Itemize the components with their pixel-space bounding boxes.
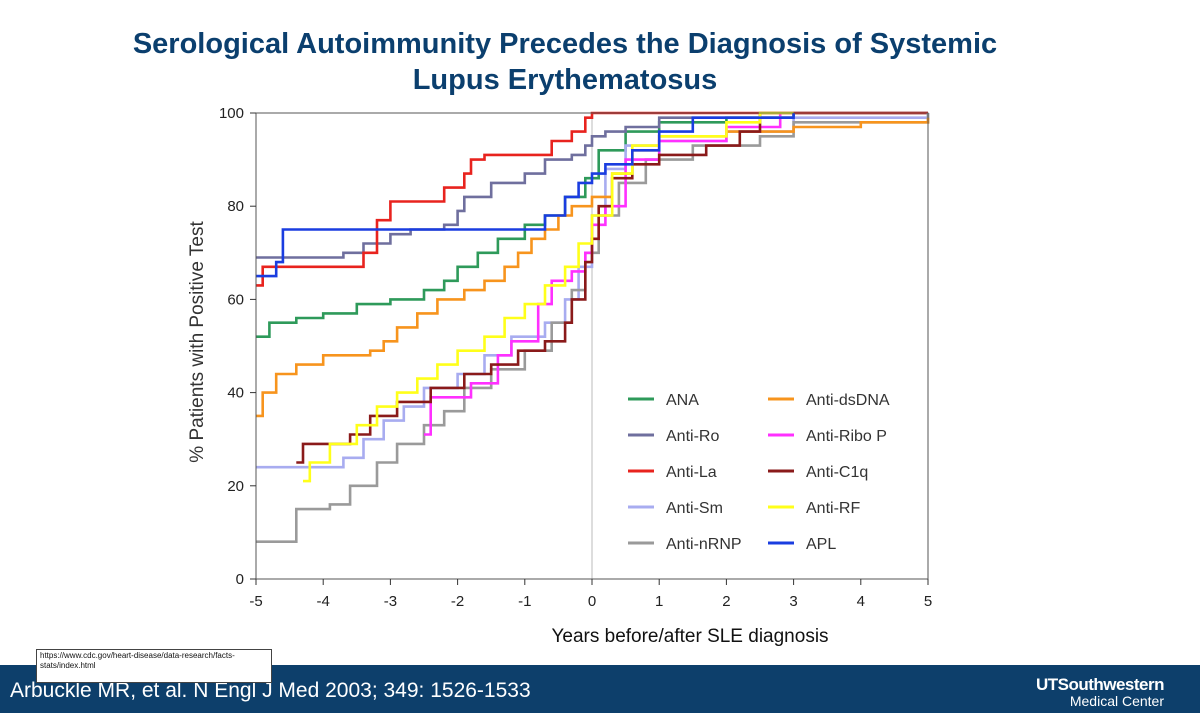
legend-label-anti-la: Anti-La xyxy=(666,464,717,481)
x-tick-label: -3 xyxy=(384,593,397,610)
legend-label-anti-nrnp: Anti-nRNP xyxy=(666,536,742,553)
citation: Arbuckle MR, et al. N Engl J Med 2003; 3… xyxy=(10,679,531,702)
chart-legend: ANA Anti-Ro Anti-La Anti-Sm Anti-nRNP Anti-ds… xyxy=(628,392,890,553)
x-tick-label: 4 xyxy=(857,593,865,610)
series-line-ana xyxy=(256,111,928,338)
x-tick-label: 0 xyxy=(588,593,596,610)
series-line-anti-ribo-p xyxy=(424,111,794,436)
legend-label-anti-ribo-p: Anti-Ribo P xyxy=(806,428,887,445)
x-tick-label: -4 xyxy=(317,593,330,610)
x-tick-label: -1 xyxy=(518,593,531,610)
slide-title-line-2: Lupus Erythematosus xyxy=(412,64,718,96)
source-url-note[interactable]: https://www.cdc.gov/heart-disease/data-r… xyxy=(36,649,272,683)
x-tick-label: 5 xyxy=(924,593,932,610)
legend-label-ana: ANA xyxy=(666,392,699,409)
legend-label-anti-sm: Anti-Sm xyxy=(666,500,723,517)
legend-label-anti-rf: Anti-RF xyxy=(806,500,860,517)
series-line-anti-c1q xyxy=(296,111,794,464)
x-tick-label: -5 xyxy=(249,593,262,610)
legend-label-anti-ro: Anti-Ro xyxy=(666,428,719,445)
series-line-anti-la xyxy=(256,111,928,287)
series-line-apl xyxy=(256,113,795,278)
y-tick-label: 20 xyxy=(227,478,244,495)
slide-title-line-1: Serological Autoimmunity Precedes the Di… xyxy=(132,28,998,60)
x-tick-label: 1 xyxy=(655,593,663,610)
y-tick-label: 40 xyxy=(227,385,244,402)
chart-axes: -5 -4 -3 -2 -1 0 1 2 3 4 5 0 20 40 60 80 100 xyxy=(219,105,932,610)
x-tick-label: 2 xyxy=(722,593,730,610)
y-tick-label: 60 xyxy=(227,291,244,308)
legend-label-anti-c1q: Anti-C1q xyxy=(806,464,868,481)
ut-southwestern-logo: UTSouthwestern xyxy=(1035,675,1165,694)
y-axis-label: % Patients with Positive Test xyxy=(187,221,208,463)
medical-center-label: Medical Center xyxy=(1069,693,1164,709)
series-line-anti-ro xyxy=(256,111,928,259)
x-tick-label: 3 xyxy=(789,593,797,610)
chart-series-layer xyxy=(256,111,930,543)
x-tick-label: -2 xyxy=(451,593,464,610)
series-line-anti-rf xyxy=(303,111,794,483)
slide-title: Serological Autoimmunity Precedes the Di… xyxy=(0,26,1130,98)
y-tick-label: 0 xyxy=(236,571,244,588)
legend-label-anti-dsdna: Anti-dsDNA xyxy=(806,392,890,409)
y-tick-label: 80 xyxy=(227,198,244,215)
x-axis-label: Years before/after SLE diagnosis xyxy=(551,626,829,647)
legend-label-apl: APL xyxy=(806,536,836,553)
y-tick-label: 100 xyxy=(219,105,244,122)
